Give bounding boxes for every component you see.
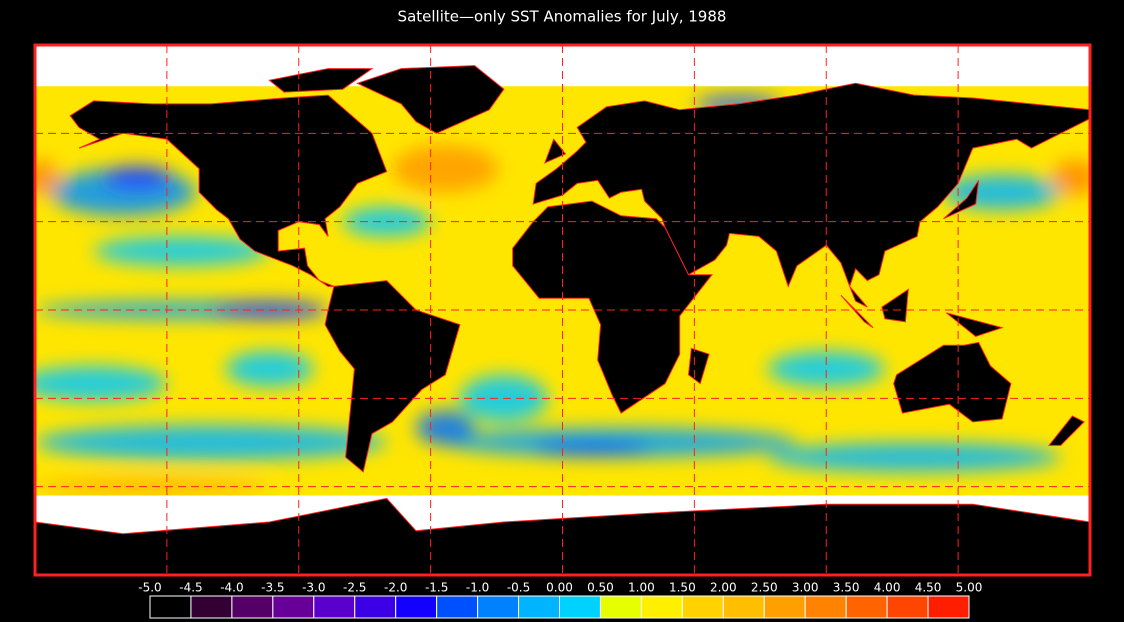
- landmass: [544, 138, 567, 164]
- colorbar-swatch: [477, 595, 520, 619]
- colorbar-label: -3.0: [302, 581, 325, 595]
- colorbar-label: 1.50: [669, 581, 696, 595]
- colorbar-label: 0.00: [546, 581, 573, 595]
- colorbar-label: -5.0: [138, 581, 161, 595]
- anomaly-patch: [93, 236, 270, 266]
- anomaly-patch: [225, 351, 314, 387]
- anomaly-patch: [35, 424, 387, 461]
- colorbar-swatch: [149, 595, 192, 619]
- anomaly-patch: [767, 351, 885, 387]
- colorbar-swatch: [518, 595, 560, 619]
- colorbar-label: -0.5: [507, 581, 530, 595]
- colorbar-swatch: [640, 595, 683, 619]
- colorbar-swatch: [886, 595, 929, 619]
- colorbar-swatch: [845, 595, 888, 619]
- colorbar-label: -2.0: [384, 581, 407, 595]
- colorbar-swatch: [559, 595, 601, 619]
- colorbar-label: -1.0: [466, 581, 489, 595]
- landmass: [268, 68, 374, 93]
- colorbar-swatch: [681, 595, 724, 619]
- anomaly-patch: [1051, 159, 1090, 196]
- anomaly-patch: [767, 442, 1061, 472]
- colorbar-swatch: [804, 595, 847, 619]
- landmass: [943, 180, 980, 220]
- colorbar-swatch: [763, 595, 806, 619]
- anomaly-patch: [392, 145, 499, 193]
- colorbar-swatch: [927, 595, 970, 619]
- landmass: [840, 294, 874, 329]
- colorbar-swatch: [599, 595, 642, 619]
- colorbar-swatch: [231, 595, 274, 619]
- colorbar-swatch: [313, 595, 356, 619]
- colorbar-label: 0.50: [587, 581, 614, 595]
- landmass: [324, 280, 461, 473]
- colorbar-swatch: [395, 595, 438, 619]
- colorbar: -5.0 -4.5 -4.0 -3.5 -3.0 -2.5 -2.0 -1.5 -1.0 -0.5…: [138, 581, 982, 619]
- landmass: [532, 82, 1090, 308]
- anomaly-patch: [35, 366, 167, 402]
- colorbar-label: 1.00: [628, 581, 655, 595]
- colorbar-swatch: [722, 595, 765, 619]
- landmass: [1047, 415, 1085, 446]
- colorbar-label: -1.5: [425, 581, 448, 595]
- colorbar-label: -2.5: [343, 581, 366, 595]
- anomaly-patch: [533, 442, 651, 455]
- colorbar-label: -3.5: [261, 581, 284, 595]
- map-title: Satellite—only SST Anomalies for July, 1…: [398, 8, 727, 26]
- colorbar-label: -4.5: [179, 581, 202, 595]
- landmass: [893, 341, 1012, 423]
- colorbar-swatch: [190, 595, 233, 619]
- colorbar-swatch: [272, 595, 315, 619]
- anomaly-patch: [102, 165, 173, 190]
- landmass: [946, 312, 1004, 338]
- anomaly-patch: [35, 159, 59, 196]
- colorbar-label: 3.00: [792, 581, 819, 595]
- graticule: [35, 45, 1090, 575]
- colorbar-label: -4.0: [220, 581, 243, 595]
- landmass: [687, 347, 710, 385]
- colorbar-swatch: [354, 595, 397, 619]
- colorbar-swatch: [436, 595, 479, 619]
- anomaly-patch: [415, 410, 475, 446]
- colorbar-label: 3.50: [833, 581, 860, 595]
- map-frame: [33, 43, 1092, 577]
- colorbar-label: 5.00: [956, 581, 983, 595]
- anomaly-patch: [445, 427, 797, 458]
- colorbar-label: 2.00: [710, 581, 737, 595]
- colorbar-label: 4.00: [874, 581, 901, 595]
- colorbar-label: 2.50: [751, 581, 778, 595]
- colorbar-label: 4.50: [915, 581, 942, 595]
- landmass: [881, 288, 909, 323]
- landmass: [69, 94, 388, 287]
